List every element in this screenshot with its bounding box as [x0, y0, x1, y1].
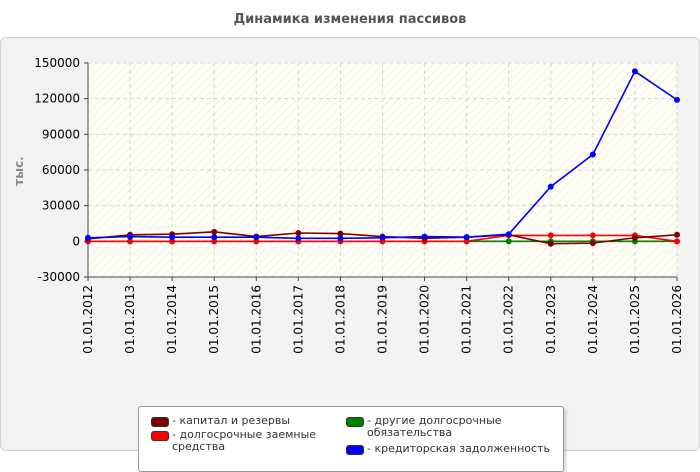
- data-point: [211, 228, 218, 235]
- data-point: [631, 234, 638, 241]
- data-point: [127, 238, 134, 245]
- y-axis-label: тыс.: [12, 156, 26, 185]
- legend-swatch-capital: [151, 417, 169, 427]
- data-point: [463, 234, 470, 241]
- data-point: [253, 238, 260, 245]
- data-point: [631, 68, 638, 75]
- data-point: [505, 238, 512, 245]
- data-point: [421, 233, 428, 240]
- y-tick-label: 30000: [42, 199, 80, 213]
- legend-swatch-payables: [346, 445, 364, 455]
- data-point: [169, 234, 176, 241]
- data-point: [505, 231, 512, 238]
- data-point: [295, 235, 302, 242]
- x-tick-label: 01.01.2017: [291, 285, 305, 354]
- y-tick-label: 90000: [42, 127, 80, 141]
- data-point: [674, 231, 680, 238]
- x-tick-label: 01.01.2014: [165, 285, 179, 354]
- legend-label-capital: - капитал и резервы: [172, 414, 291, 427]
- x-tick-label: 01.01.2013: [123, 285, 137, 354]
- data-point: [674, 238, 680, 245]
- data-point: [253, 234, 260, 241]
- legend-swatch-long-term-loans: [151, 431, 169, 441]
- y-tick-label: 120000: [34, 92, 80, 106]
- data-point: [589, 240, 596, 247]
- data-point: [463, 238, 470, 245]
- data-point: [337, 230, 344, 237]
- plot-area: 150000 120000 90000 60000 30000 0 -30000 01.01…: [12, 56, 684, 354]
- y-tick-label: 150000: [34, 56, 80, 70]
- series-3: [85, 68, 680, 242]
- legend-label-payables: - кредиторская задолженность: [367, 442, 550, 455]
- chart-title: Динамика изменения пассивов: [233, 12, 467, 27]
- data-point: [127, 233, 134, 240]
- x-tick-label: 01.01.2023: [544, 285, 558, 354]
- x-tick-label: 01.01.2025: [628, 285, 642, 354]
- chart-panel: 150000 120000 90000 60000 30000 0 -30000 01.01…: [0, 37, 700, 472]
- data-point: [589, 151, 596, 158]
- data-point: [379, 234, 386, 241]
- data-point: [211, 234, 218, 241]
- x-tick-label: 01.01.2015: [207, 285, 221, 354]
- data-point: [295, 230, 302, 237]
- x-tick-label: 01.01.2019: [376, 285, 390, 354]
- y-tick-label: 0: [72, 234, 80, 248]
- data-point: [85, 234, 91, 241]
- data-point: [674, 96, 680, 103]
- data-point: [169, 238, 176, 245]
- legend-swatch-other-long-term: [346, 417, 364, 427]
- x-tick-label: 01.01.2022: [502, 285, 516, 354]
- x-tick-label: 01.01.2012: [81, 285, 95, 354]
- data-point: [547, 232, 554, 239]
- data-point: [211, 238, 218, 245]
- x-tick-label: 01.01.2020: [418, 285, 432, 354]
- legend: - капитал и резервы - долгосрочные заемн…: [138, 406, 564, 472]
- x-tick-label: 01.01.2016: [249, 285, 263, 354]
- x-tick-label: 01.01.2018: [333, 285, 347, 354]
- data-point: [589, 232, 596, 239]
- x-tick-label: 01.01.2021: [460, 285, 474, 354]
- data-point: [547, 183, 554, 190]
- data-point: [337, 235, 344, 242]
- x-tick-label: 01.01.2024: [586, 285, 600, 354]
- y-tick-label: 60000: [42, 163, 80, 177]
- legend-label-long-term-loans: - долгосрочные заемные средства: [172, 428, 317, 453]
- y-tick-label: -30000: [37, 270, 80, 284]
- data-point: [547, 240, 554, 247]
- legend-label-other-long-term: - другие долгосрочные обязательства: [367, 414, 502, 439]
- x-tick-label: 01.01.2026: [670, 285, 684, 354]
